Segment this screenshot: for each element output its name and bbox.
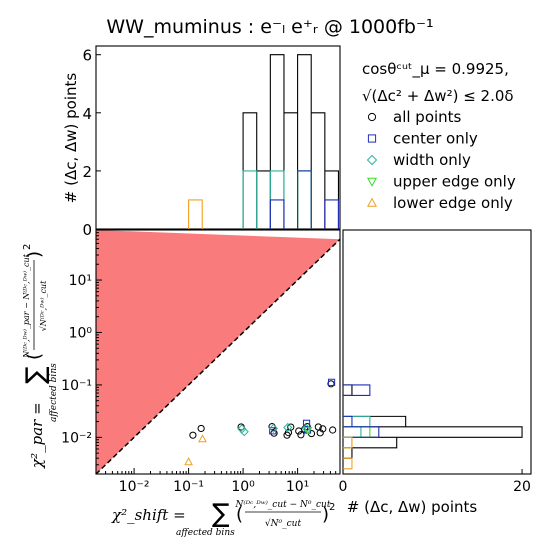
right-x-axis-label: # (Δc, Δw) points	[347, 498, 478, 516]
legend: cosθᶜᵘᵗ_μ = 0.9925, √(Δc² + Δw²) ≤ 2.0δ …	[362, 60, 516, 212]
legend-label: lower edge only	[393, 194, 513, 212]
right-histogram-panel: 0 20 # (Δc, Δw) points	[339, 229, 532, 516]
x-label-paren-open: (	[236, 504, 243, 525]
data-point	[198, 434, 207, 443]
y-tick-label: 10⁻¹	[61, 378, 92, 394]
legend-marker	[366, 154, 378, 166]
x-label-frac-den: √N⁰_cut	[265, 518, 302, 529]
legend-marker	[367, 197, 377, 207]
x-label-paren-close: )	[322, 504, 329, 525]
right-histogram-bars	[343, 384, 523, 470]
data-point	[319, 425, 327, 433]
top-histogram-step	[188, 199, 203, 229]
data-point	[239, 427, 249, 437]
top-y-axis-label: # (Δc, Δw) points	[62, 73, 80, 204]
x-label-lhs: χ²_shift =	[111, 506, 186, 524]
y-label-sum-sub: affected bins	[49, 363, 59, 422]
top-y-tick-label: 4	[82, 105, 92, 123]
x-label-sum: ∑	[212, 499, 230, 529]
legend-cut-line-2: √(Δc² + Δw²) ≤ 2.0δ	[362, 87, 514, 105]
data-point	[303, 426, 313, 435]
top-y-tick-label: 2	[82, 163, 92, 181]
x-label-frac-num: N⁽ᴰᶜ,ᴰʷ⁾_cut − N⁰_cut	[235, 499, 331, 510]
y-tick-label: 10⁻²	[61, 430, 92, 446]
excluded-region	[96, 230, 340, 474]
data-point	[197, 424, 205, 433]
right-histogram-step	[343, 384, 523, 459]
data-point	[327, 380, 335, 388]
data-point	[287, 423, 295, 431]
right-x-tick-label: 20	[513, 479, 531, 495]
y-label-sum: ∑	[21, 366, 51, 384]
x-label-sum-sub: affected bins	[176, 528, 235, 538]
legend-label: all points	[393, 108, 462, 126]
x-label-exponent: 2	[329, 502, 335, 513]
legend-marker	[367, 112, 377, 122]
y-label-paren-open: (	[24, 353, 45, 360]
data-point	[269, 427, 277, 435]
y-tick-label: 10¹	[69, 273, 92, 289]
x-tick-label: 10¹	[286, 479, 309, 495]
data-point	[297, 431, 305, 439]
legend-cut-line-1: cosθᶜᵘᵗ_μ = 0.9925,	[362, 60, 509, 79]
top-histogram-step	[269, 170, 340, 229]
top-y-ticks: 0 2 4 6	[82, 47, 101, 239]
data-point	[189, 431, 197, 439]
chart-title: WW_muminus : e⁻ₗ e⁺ᵣ @ 1000fb⁻¹	[106, 16, 433, 38]
top-y-tick-label: 6	[82, 47, 92, 65]
x-axis-label: χ²_shift = ∑ affected bins ( N⁽ᴰᶜ,ᴰʷ⁾_cu…	[111, 499, 335, 538]
top-y-tick-label: 0	[82, 221, 92, 239]
right-histogram-step	[343, 436, 353, 470]
y-label-exponent: 2	[22, 244, 33, 250]
main-scatter-panel: 10⁻² 10⁻¹ 10⁰ 10¹ 10⁻² 10⁻¹ 10⁰ 10¹	[61, 229, 341, 495]
y-axis-label: χ²_par = ∑ affected bins ( N⁽ᴰᶜ,ᴰʷ⁾_par …	[21, 244, 59, 469]
y-label-frac-den: √N⁽ᴰᶜ,ᴰʷ⁾_cut	[39, 280, 48, 331]
data-point	[184, 457, 194, 466]
legend-label: upper edge only	[393, 173, 516, 191]
right-panel-frame	[342, 229, 532, 475]
diagonal-line	[95, 238, 341, 475]
y-label-paren-close: )	[24, 251, 45, 258]
y-label-frac-num: N⁽ᴰᶜ,ᴰʷ⁾_par − N⁽ᴰᶜ,ᴰʷ⁾_cut	[22, 253, 31, 359]
data-point	[283, 422, 293, 433]
legend-label: width only	[393, 151, 471, 169]
right-x-tick-label: 0	[339, 479, 348, 495]
top-histogram-step	[242, 54, 340, 229]
right-histogram-step	[343, 384, 380, 438]
right-x-ticks: 0 20	[339, 469, 531, 495]
y-label-lhs: χ²_par =	[28, 402, 46, 469]
x-tick-label: 10⁻¹	[173, 479, 204, 495]
y-tick-label: 10⁰	[69, 325, 93, 341]
top-histogram-bars	[188, 54, 340, 229]
legend-label: center only	[393, 130, 478, 148]
top-panel-frame	[95, 45, 341, 230]
main-panel-frame	[95, 229, 341, 475]
top-histogram-panel: 0 2 4 6 # (Δc, Δw) points	[62, 45, 341, 239]
data-point	[329, 426, 337, 434]
legend-items: all points center only width only upper edg…	[366, 108, 516, 212]
data-point	[270, 429, 278, 437]
scatter-points	[184, 378, 337, 466]
x-tick-label: 10⁻²	[119, 479, 150, 495]
top-histogram-step	[297, 170, 312, 229]
data-point	[327, 378, 336, 386]
main-axis-ticks: 10⁻² 10⁻¹ 10⁰ 10¹ 10⁻² 10⁻¹ 10⁰ 10¹	[61, 229, 341, 495]
legend-marker	[367, 134, 377, 143]
data-point	[268, 423, 278, 434]
legend-marker	[367, 177, 377, 187]
x-tick-label: 10⁰	[231, 479, 255, 495]
